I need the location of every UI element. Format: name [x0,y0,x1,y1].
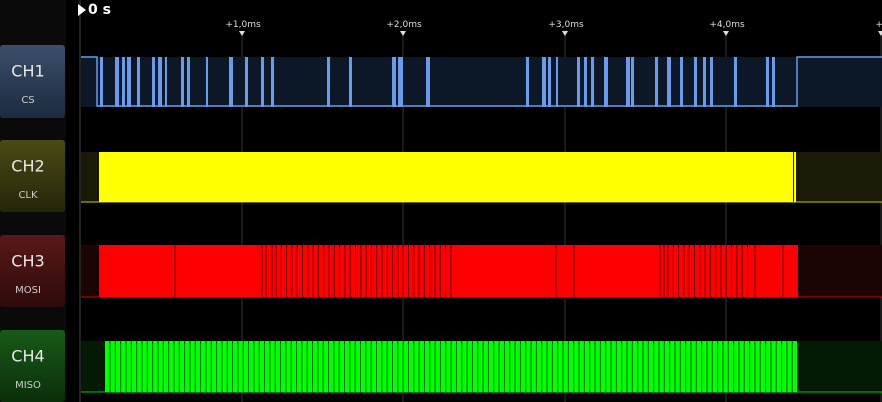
cs-pulse [591,57,594,107]
cs-pulse [158,57,162,107]
cs-pulse [349,57,352,107]
tick-label: +3,0ms [548,20,584,30]
cs-pulse [766,57,769,107]
cs-pulse [694,57,697,107]
signal-name: CS [21,95,34,106]
channel-name: CH1 [11,62,44,81]
channel-name: CH2 [11,157,44,176]
tick-marker [562,31,568,36]
origin-label: 0 s [88,2,111,18]
channel-button[interactable] [0,330,65,402]
cs-pulse [526,57,529,107]
cs-pulse [245,57,248,107]
signal-name: MISO [15,380,41,391]
tick-marker [239,31,245,36]
cs-pulse [181,57,184,107]
tick-label: +2,0ms [386,20,422,30]
channel-name: CH3 [11,252,44,271]
clk-edge [794,152,796,202]
cs-pulse [703,57,706,107]
cs-pulse [271,57,274,107]
cs-pulse [548,57,551,107]
cs-pulse [229,57,233,107]
tick-marker [723,31,729,36]
cs-pulse [631,57,634,107]
clk-burst [99,152,793,202]
waveforms [81,56,882,393]
cs-pulse [206,57,208,107]
cs-pulse [680,57,683,107]
mosi-burst [99,245,798,297]
cs-pulse [122,57,125,107]
cs-pulse [187,57,190,107]
tick-label: +5 [875,20,882,30]
signal-name: MOSI [15,285,41,296]
channel-name: CH4 [11,347,44,366]
cs-pulse [127,57,131,107]
trigger-marker [78,4,86,16]
channel-button[interactable] [0,235,65,307]
cs-pulse [398,57,403,107]
signal-name: CLK [18,190,38,201]
cs-pulse [327,57,330,107]
cs-pulse [655,57,658,107]
cs-pulse [261,57,264,107]
cs-pulse [710,57,713,107]
tick-label: +1,0ms [225,20,261,30]
cs-pulse [100,57,103,107]
tick-marker [878,31,882,36]
cs-pulse [772,57,775,107]
cs-pulse [667,57,671,107]
cs-pulse [626,57,630,107]
channel-button[interactable] [0,140,65,212]
cs-pulse [165,57,167,107]
cs-pulse [152,57,155,107]
cs-line [81,56,882,107]
cs-pulse [542,57,546,107]
cs-pulse [734,57,737,107]
tick-label: +4,0ms [709,20,745,30]
cs-pulse [426,57,430,107]
cs-pulse [604,57,608,107]
cs-pulse [577,57,580,107]
tick-marker [400,31,406,36]
lane-bg [81,57,882,107]
cs-pulse [137,57,140,107]
channel-button[interactable] [0,45,65,118]
cs-pulse [556,57,558,107]
cs-pulse [584,57,587,107]
cs-pulse [115,57,119,107]
cs-pulse [392,57,396,107]
